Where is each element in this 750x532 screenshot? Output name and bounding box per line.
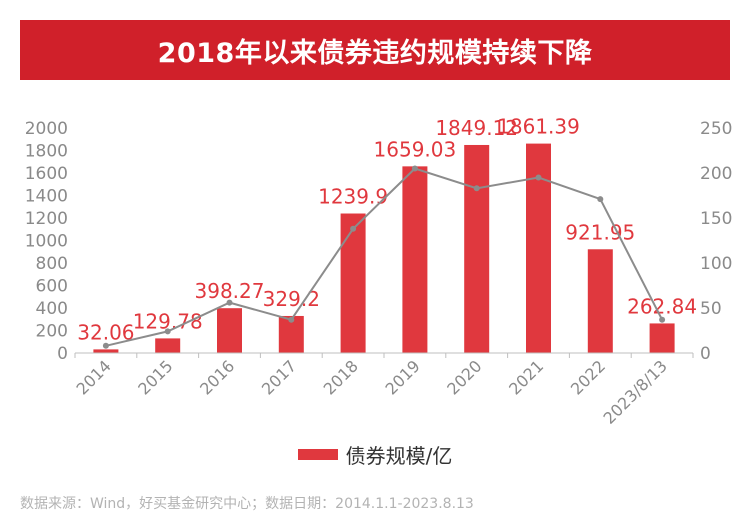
- x-axis-tick-label: 2020: [443, 356, 485, 398]
- chart-title: 2018年以来债券违约规模持续下降: [157, 37, 593, 69]
- line-point: [535, 174, 542, 181]
- bar-value-label: 921.95: [565, 220, 635, 244]
- x-axis-tick-label: 2015: [134, 356, 176, 398]
- left-axis-tick-label: 200: [36, 322, 68, 342]
- line-point: [102, 342, 109, 349]
- left-axis-tick-label: 400: [36, 299, 68, 319]
- bar-value-label: 262.84: [627, 294, 697, 318]
- left-axis-tick-label: 1000: [25, 232, 68, 252]
- title-banner: 2018年以来债券违约规模持续下降: [20, 20, 730, 80]
- right-axis-tick-label: 250: [700, 119, 732, 139]
- bar: [340, 213, 366, 353]
- line-path: [105, 167, 663, 347]
- bar-value-label: 1861.39: [497, 115, 580, 139]
- bar-value-label: 1849.12: [435, 116, 518, 140]
- line-point: [659, 316, 666, 323]
- x-axis-tick-label: 2014: [73, 356, 115, 398]
- x-axis-tick-label: 2017: [258, 356, 300, 398]
- line-point: [473, 185, 480, 192]
- left-axis-tick-label: 1200: [25, 209, 68, 229]
- right-axis-tick-label: 0: [700, 344, 711, 364]
- left-axis-tick-label: 0: [57, 344, 68, 364]
- line-point: [597, 196, 604, 203]
- bar: [93, 349, 119, 353]
- line-point: [226, 299, 233, 306]
- bar-value-labels: 32.06129.78398.27329.21239.91659.031849.…: [77, 115, 697, 345]
- source-footnote: 数据来源：Wind，好买基金研究中心；数据日期：2014.1.1-2023.8.…: [20, 496, 474, 512]
- line-point: [164, 328, 171, 335]
- legend-label: 债券规模/亿: [345, 444, 453, 468]
- right-axis-tick-label: 200: [700, 164, 732, 184]
- bar-value-label: 1239.9: [318, 185, 388, 209]
- x-axis-tick-label: 2019: [382, 356, 424, 398]
- bar-value-label: 1659.03: [374, 137, 457, 161]
- line-point: [350, 225, 357, 232]
- x-axis-tick-label: 2021: [505, 356, 547, 398]
- right-axis-tick-label: 150: [700, 209, 732, 229]
- left-axis-tick-label: 2000: [25, 119, 68, 139]
- right-y-axis: 0 50 100 150 200 250: [700, 119, 732, 364]
- line-series: [102, 165, 666, 349]
- x-axis: 2014 2015 2016 2017 2018 2019 2020 2021 20222023…: [73, 352, 694, 428]
- x-axis-tick-label: 2016: [196, 356, 238, 398]
- bar: [402, 166, 428, 353]
- left-axis-tick-label: 1400: [25, 187, 68, 207]
- left-axis-tick-label: 1600: [25, 164, 68, 184]
- left-axis-tick-label: 1800: [25, 142, 68, 162]
- left-axis-tick-label: 600: [36, 277, 68, 297]
- line-point: [288, 316, 295, 323]
- legend-swatch: [297, 449, 338, 460]
- bar: [464, 144, 490, 353]
- line-point: [411, 165, 418, 172]
- bar: [587, 249, 613, 353]
- right-axis-tick-label: 100: [700, 254, 732, 274]
- right-axis-tick-label: 50: [700, 299, 722, 319]
- left-axis-tick-label: 800: [36, 254, 68, 274]
- x-axis-tick-label: 2022: [567, 356, 609, 398]
- bar: [155, 338, 181, 353]
- legend: 债券规模/亿: [0, 440, 750, 469]
- bar: [217, 308, 242, 353]
- x-axis-tick-label: 2023/8/13: [599, 356, 670, 427]
- bar: [649, 323, 675, 353]
- bar-value-label: 398.27: [195, 279, 265, 303]
- x-axis-tick-label: 2018: [320, 356, 362, 398]
